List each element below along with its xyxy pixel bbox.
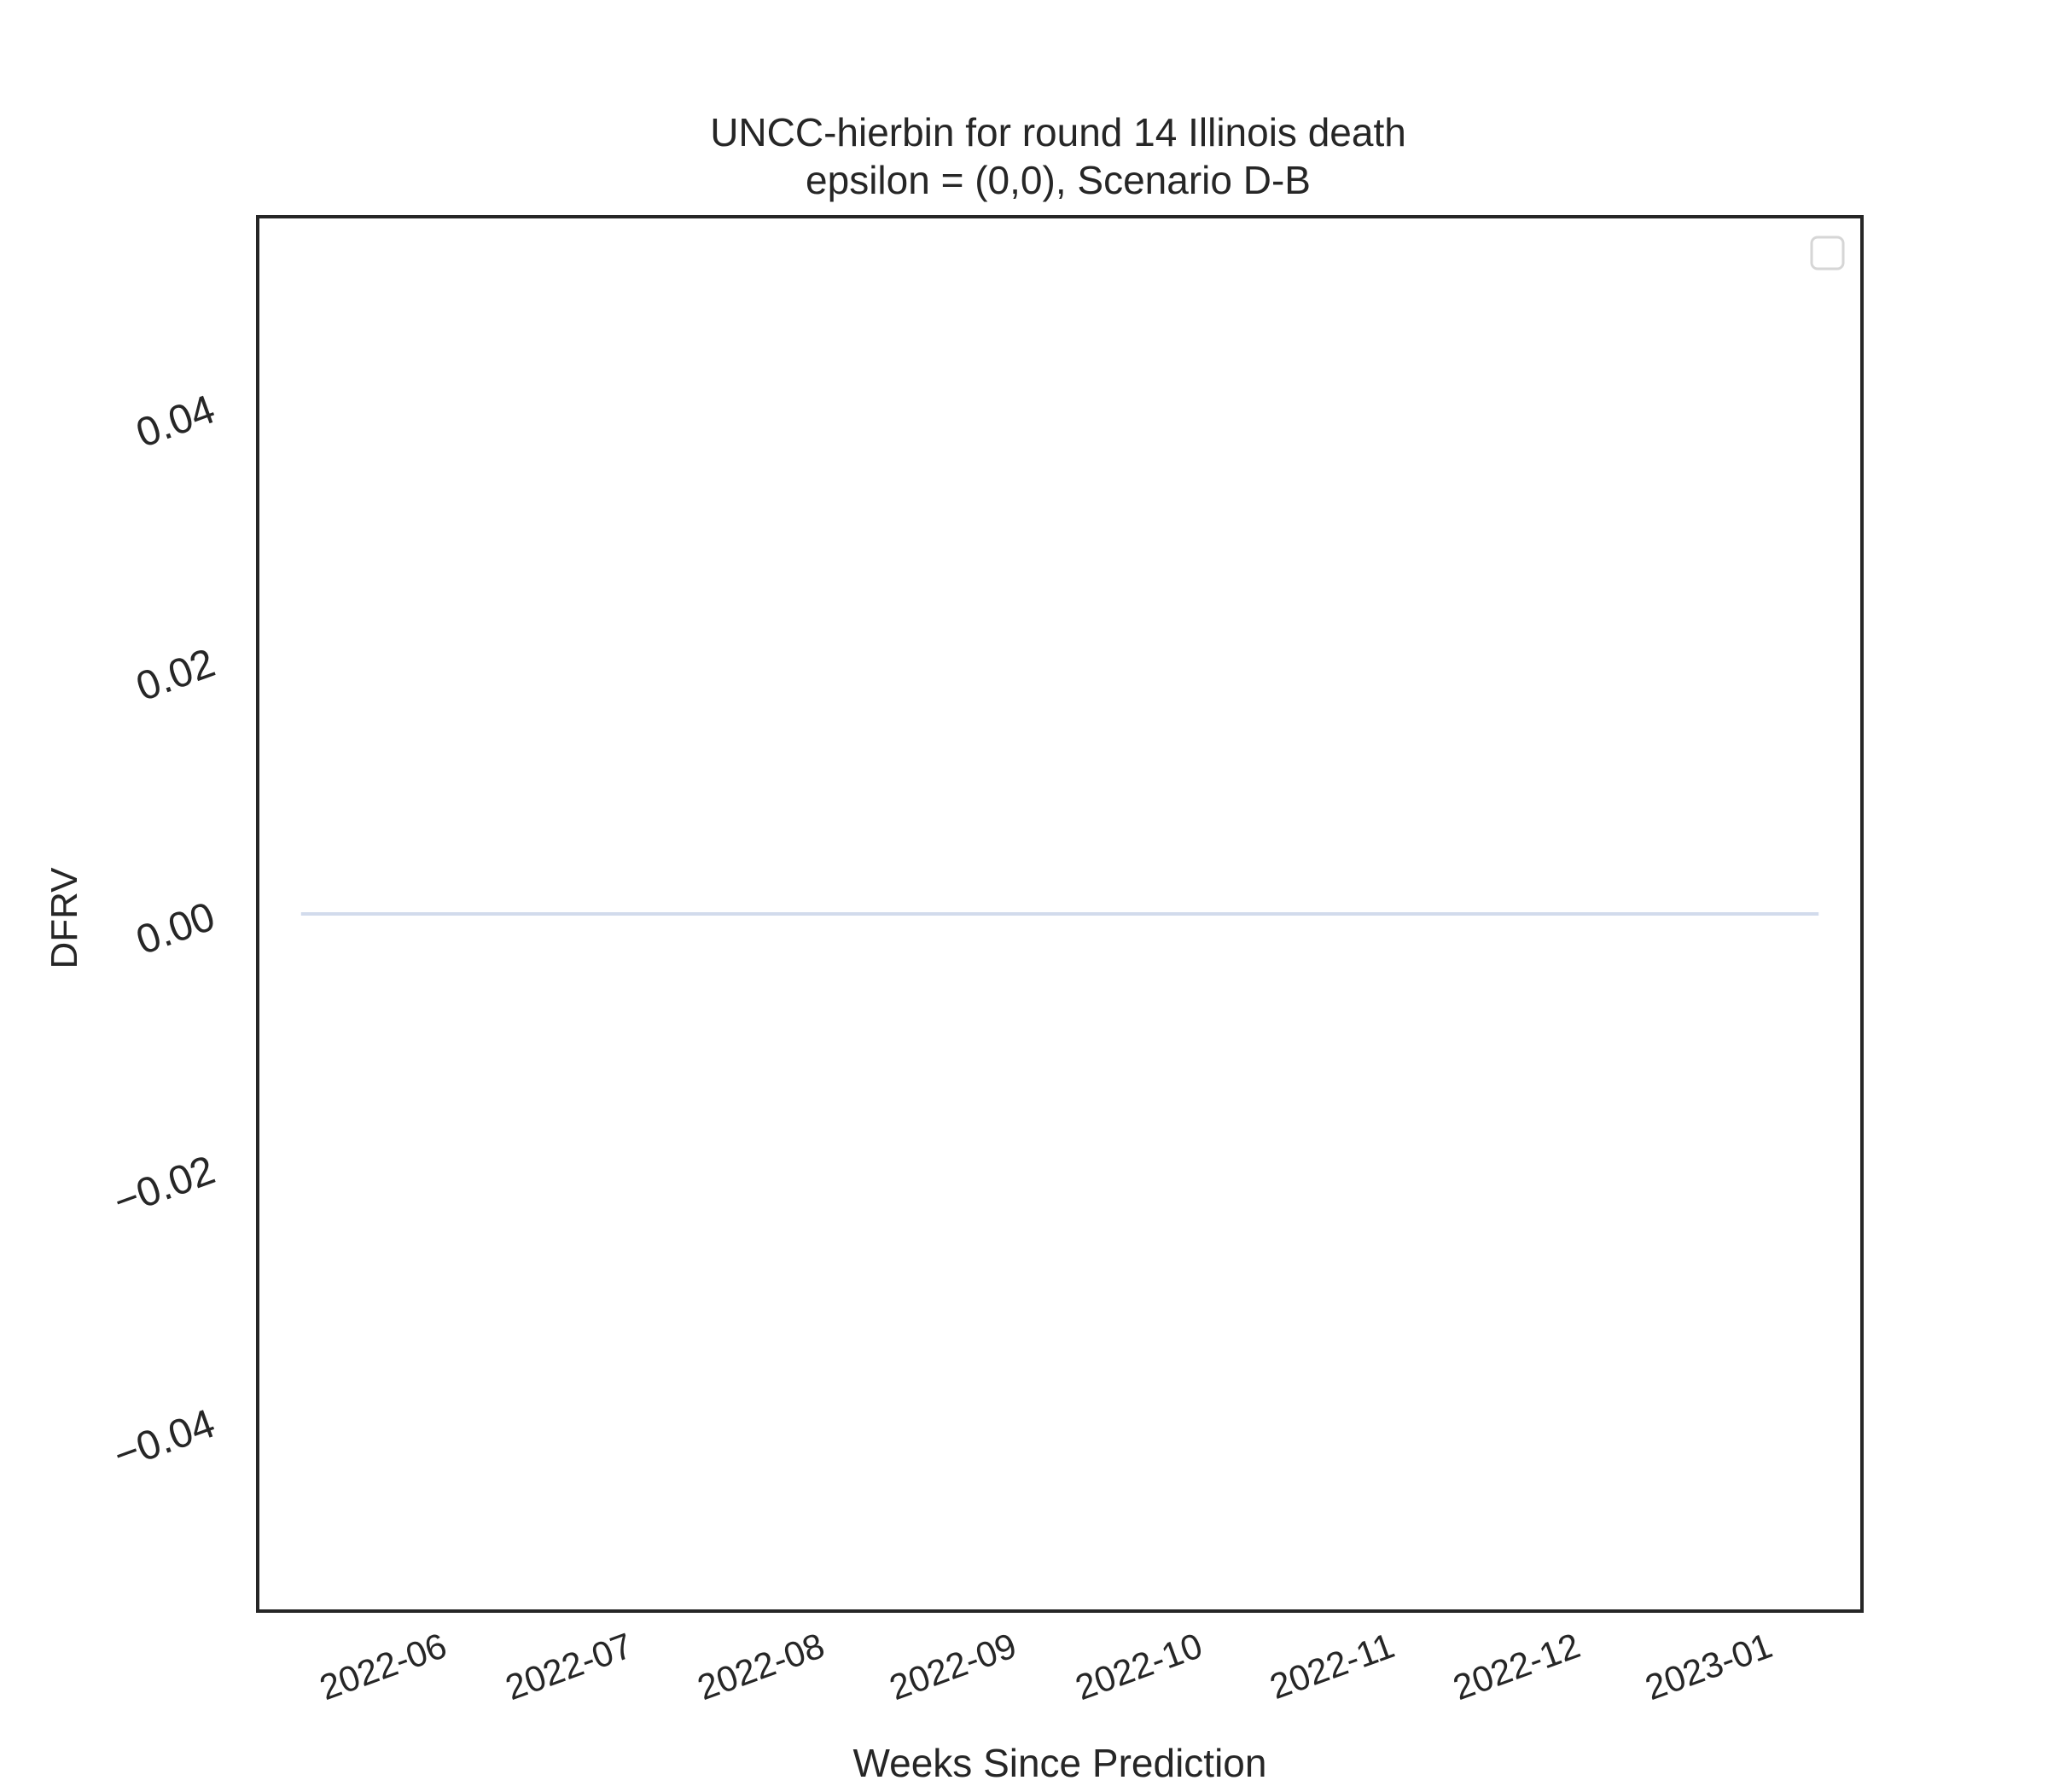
x-axis-label: Weeks Since Prediction: [853, 1741, 1267, 1785]
x-tick-label: 2022-07: [500, 1625, 637, 1708]
x-tick-label: 2023-01: [1640, 1625, 1777, 1708]
legend-box: [1810, 236, 1845, 271]
chart-subtitle: epsilon = (0,0), Scenario D-B: [806, 158, 1311, 202]
y-tick-label: −0.04: [108, 1401, 221, 1479]
x-tick-label: 2022-12: [1448, 1625, 1585, 1708]
y-tick-labels: 0.04 0.02 0.00 −0.02 −0.04: [108, 387, 221, 1479]
y-tick-label: 0.02: [131, 640, 221, 710]
chart-title: UNCC-hierbin for round 14 Illinois death: [710, 110, 1406, 154]
y-tick-label: 0.04: [131, 387, 221, 457]
x-tick-label: 2022-08: [692, 1625, 829, 1708]
plot-frame: [256, 215, 1864, 1613]
x-tick-label: 2022-11: [1265, 1625, 1399, 1707]
x-tick-labels: 2022-06 2022-07 2022-08 2022-09 2022-10 2022-…: [314, 1625, 1777, 1708]
x-tick-label: 2022-10: [1070, 1625, 1207, 1708]
x-tick-label: 2022-09: [884, 1625, 1021, 1708]
y-tick-label: 0.00: [131, 894, 221, 964]
x-tick-label: 2022-06: [314, 1625, 451, 1708]
y-axis-label: DFRV: [44, 867, 85, 969]
y-tick-label: −0.02: [108, 1148, 221, 1225]
